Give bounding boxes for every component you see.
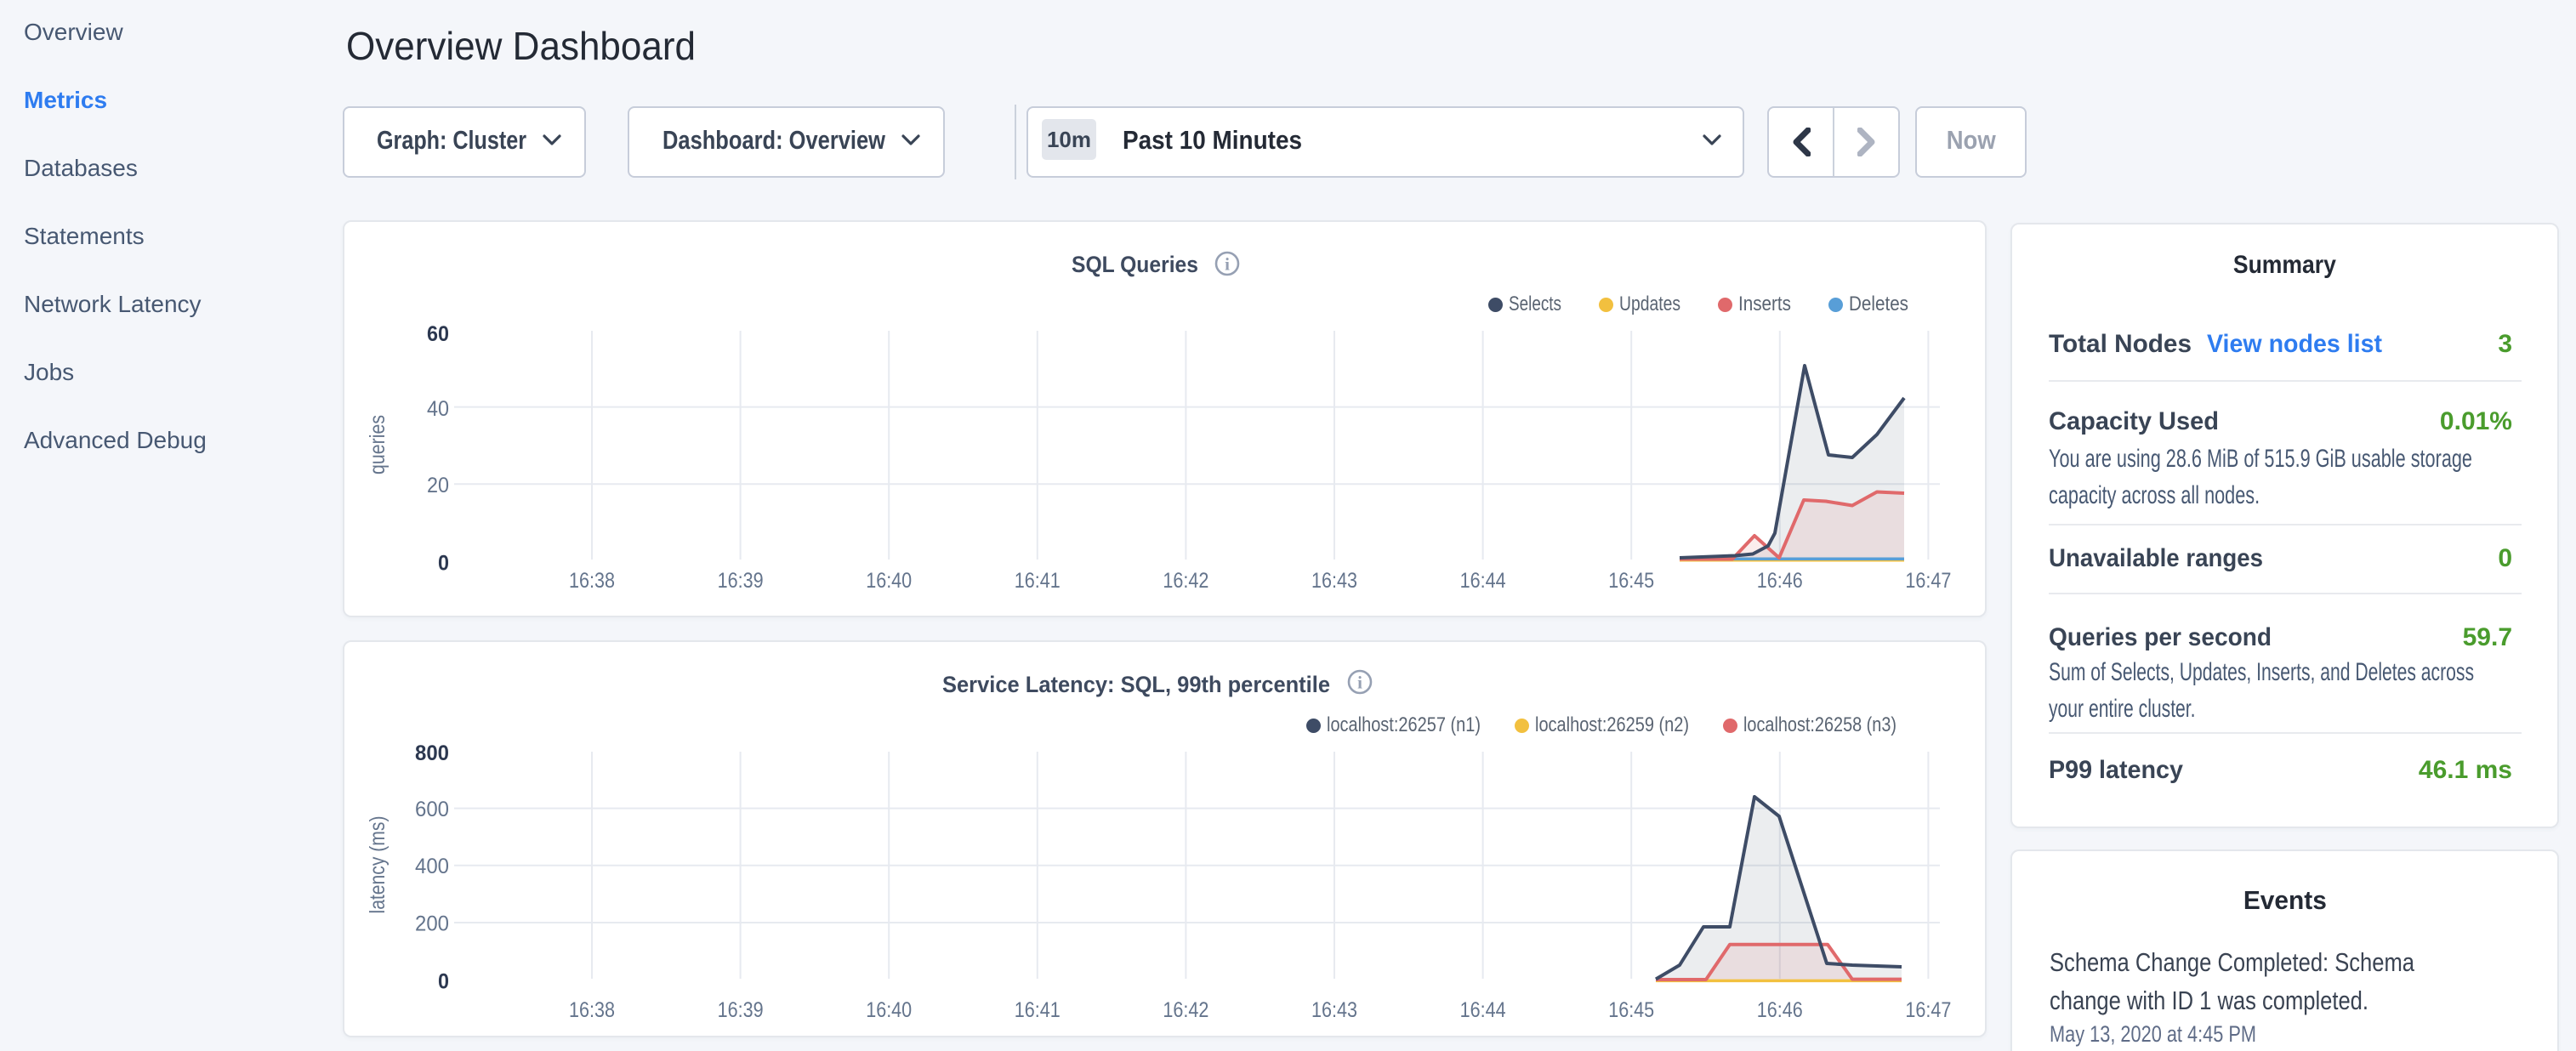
svg-text:latency (ms): latency (ms) [366,816,390,914]
svg-text:16:45: 16:45 [1608,569,1654,593]
svg-text:20: 20 [427,474,449,497]
svg-text:16:40: 16:40 [866,998,912,1022]
svg-text:16:39: 16:39 [718,998,764,1022]
svg-text:16:43: 16:43 [1311,998,1357,1022]
svg-text:16:42: 16:42 [1163,569,1208,593]
svg-text:800: 800 [415,741,449,765]
svg-text:0: 0 [438,970,449,994]
svg-text:16:47: 16:47 [1905,569,1951,593]
svg-text:600: 600 [415,798,449,821]
svg-text:16:38: 16:38 [569,569,615,593]
svg-text:16:38: 16:38 [569,998,615,1022]
svg-text:16:44: 16:44 [1460,998,1506,1022]
svg-text:16:46: 16:46 [1757,569,1803,593]
svg-text:16:41: 16:41 [1015,998,1061,1022]
svg-text:16:39: 16:39 [718,569,764,593]
svg-text:0: 0 [438,551,449,575]
svg-text:40: 40 [427,397,449,421]
svg-text:queries: queries [366,415,390,474]
svg-text:16:40: 16:40 [866,569,912,593]
svg-text:60: 60 [427,322,449,346]
svg-text:i: i [1357,673,1362,693]
svg-text:16:42: 16:42 [1163,998,1208,1022]
svg-text:16:41: 16:41 [1015,569,1061,593]
svg-text:16:43: 16:43 [1311,569,1357,593]
svg-text:i: i [1225,254,1230,275]
svg-text:200: 200 [415,912,449,935]
svg-text:400: 400 [415,855,449,878]
svg-text:16:45: 16:45 [1608,998,1654,1022]
svg-text:16:47: 16:47 [1905,998,1951,1022]
svg-text:16:46: 16:46 [1757,998,1803,1022]
svg-text:16:44: 16:44 [1460,569,1506,593]
